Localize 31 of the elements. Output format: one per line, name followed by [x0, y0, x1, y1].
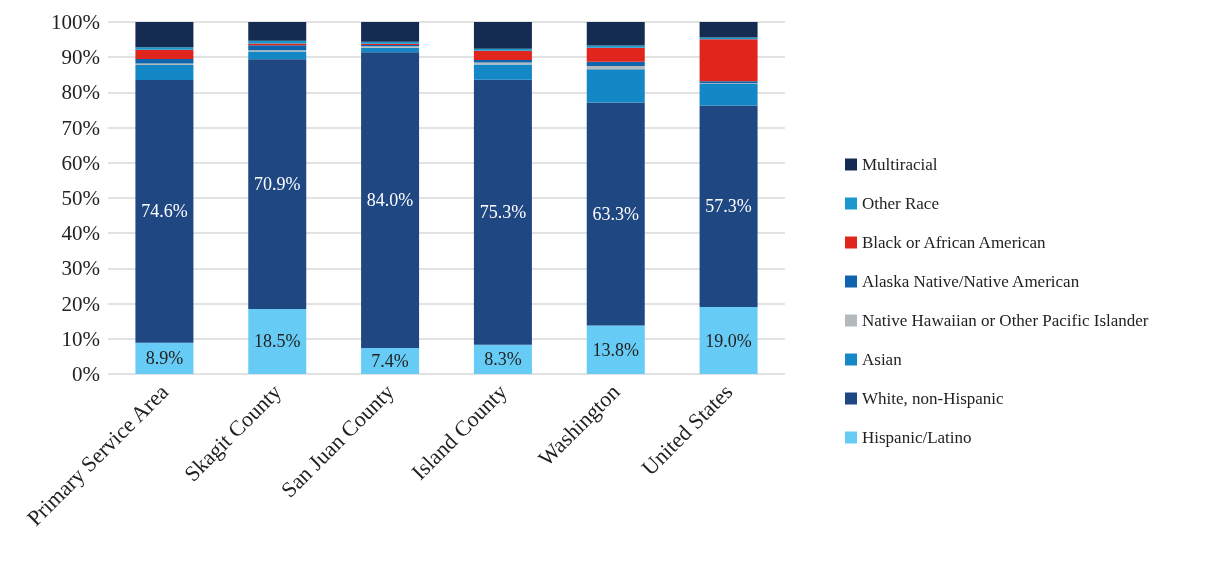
legend-label: Asian [862, 350, 903, 369]
data-label: 13.8% [592, 339, 639, 360]
y-tick-label: 90% [61, 45, 100, 70]
legend-label: Hispanic/Latino [862, 428, 972, 447]
data-label: 18.5% [254, 331, 301, 352]
y-tick-label: 60% [61, 150, 100, 175]
data-label: 75.3% [479, 202, 527, 223]
data-label: 74.6% [141, 201, 188, 222]
data-label: 70.9% [254, 174, 301, 195]
y-tick-label: 0% [72, 362, 100, 386]
data-label: 19.0% [705, 330, 752, 351]
y-tick-label: 10% [61, 326, 100, 351]
legend-label: Black or African American [862, 233, 1047, 252]
data-label: 7.4% [371, 350, 409, 371]
data-label: 84.0% [366, 190, 414, 211]
y-tick-label: 20% [61, 291, 100, 316]
y-tick-label: 30% [61, 256, 100, 281]
y-tick-label: 70% [61, 115, 100, 140]
data-label: 8.9% [145, 348, 184, 369]
legend-label: White, non-Hispanic [862, 389, 1005, 408]
y-tick-label: 40% [61, 221, 100, 246]
data-label: 8.3% [484, 349, 522, 370]
legend-label: Alaska Native/Native American [862, 272, 1080, 291]
y-tick-label: 100% [51, 10, 100, 34]
y-tick-label: 80% [61, 80, 100, 105]
data-label: 57.3% [705, 196, 752, 217]
legend-label: Multiracial [862, 155, 938, 174]
legend-label: Native Hawaiian or Other Pacific Islander [862, 311, 1149, 330]
legend-label: Other Race [862, 194, 939, 213]
data-label: 63.3% [592, 204, 639, 225]
y-tick-label: 50% [61, 186, 100, 210]
